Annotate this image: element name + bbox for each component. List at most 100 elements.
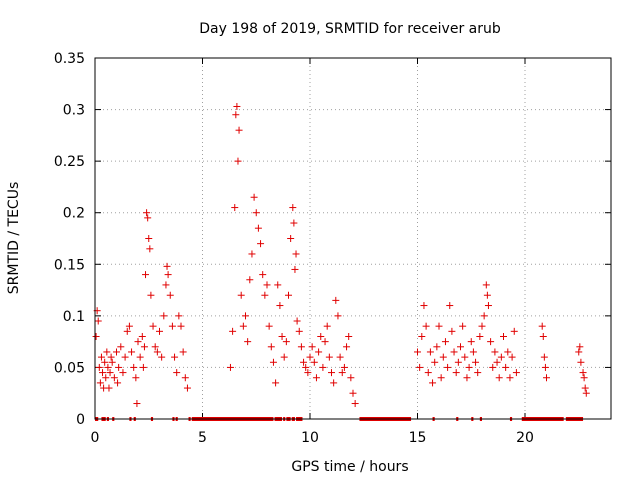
data-point [147,291,155,299]
data-point [317,332,325,340]
data-point [265,322,273,330]
data-point [463,374,471,382]
data-point [304,369,312,377]
data-point [459,322,467,330]
data-point [289,204,297,212]
y-tick-label: 0.1 [63,309,85,325]
data-point [506,374,514,382]
data-point [472,358,480,366]
data-point [478,322,486,330]
data-point [302,363,310,371]
y-tick-label: 0.05 [54,360,85,376]
data-point [177,322,185,330]
data-point [133,400,141,408]
data-point [580,374,588,382]
data-point [328,369,335,377]
data-point [248,250,256,258]
data-point [102,374,110,382]
data-point [340,363,348,371]
data-point [579,369,587,377]
data-point [237,291,245,299]
data-point [351,400,359,408]
data-point [138,332,146,340]
data-point [134,338,142,346]
data-point [538,322,546,330]
data-point [257,240,265,248]
data-point [310,358,318,366]
data-point [491,348,499,356]
x-tick-label: 20 [516,430,534,446]
data-point [156,327,163,335]
data-point [457,343,464,351]
y-tick-label: 0 [76,412,85,428]
data-point [285,291,292,299]
data-point [119,369,127,377]
data-point [103,348,111,356]
data-point [250,193,258,201]
data-point [315,348,323,356]
data-point [493,358,501,366]
data-point [500,332,507,340]
data-point [480,312,488,320]
data-point [541,363,549,371]
data-point [94,317,102,325]
data-point [439,353,447,361]
data-point [433,343,441,351]
data-point [452,369,460,377]
data-point [429,379,437,387]
data-point [325,353,333,361]
data-point [226,363,234,371]
data-point [577,358,585,366]
data-point [465,363,473,371]
data-point [308,343,316,351]
data-point [287,235,295,242]
y-tick-label: 0.15 [54,257,85,273]
data-point [332,296,340,304]
data-point [484,302,492,310]
x-tick-label: 5 [198,430,207,446]
data-point [92,332,100,340]
data-point [312,374,320,382]
data-point [539,332,547,340]
ticks: 0 0.05 0.1 0.15 0.2 0.25 0.3 0.35 0 5 10 15 20 [54,51,611,446]
data-point [113,348,120,356]
data-point [231,204,239,212]
data-point [233,102,241,110]
data-point [144,214,152,222]
data-point [474,369,482,377]
data-point [181,374,189,382]
data-point [123,327,131,335]
data-point [278,332,286,340]
data-point [232,111,240,119]
data-point [125,322,133,330]
data-point [128,348,136,356]
data-point [435,322,443,330]
data-point [482,281,490,289]
data-point [467,338,475,346]
data-point [114,379,122,387]
data-point [576,343,584,351]
data-point [290,219,298,227]
data-point [469,348,477,356]
plot-frame [94,57,612,420]
data-point [106,369,114,377]
data-point [179,348,187,356]
data-point [349,389,357,397]
data-point [414,348,421,356]
data-point [146,245,154,253]
data-point [166,291,174,299]
data-point [292,250,300,258]
y-tick-label: 0.2 [63,206,85,222]
data-point [168,322,176,330]
data-point [483,291,491,299]
data-point [334,312,342,320]
y-tick-label: 0.3 [63,103,85,119]
data-point [234,157,242,165]
data-point [448,327,456,335]
data-point [242,312,249,320]
data-point [101,358,109,366]
data-point [495,374,503,382]
data-point [424,369,432,377]
